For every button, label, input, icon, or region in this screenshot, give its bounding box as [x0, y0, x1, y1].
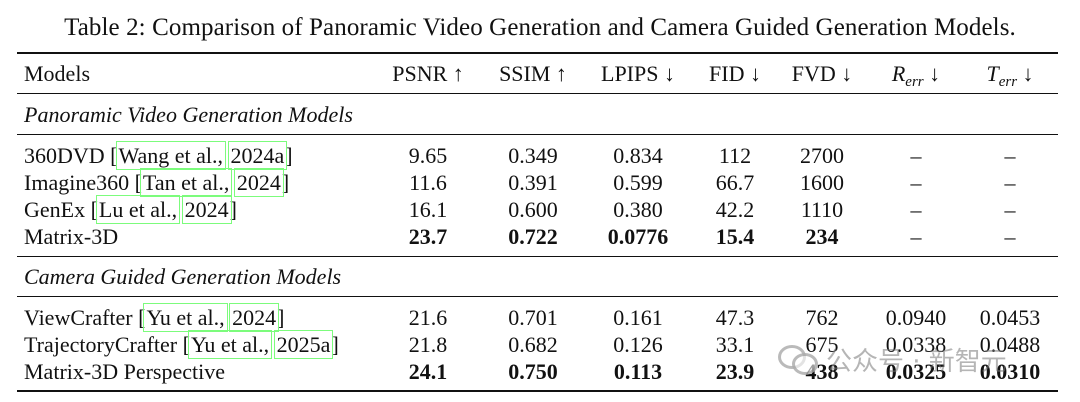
table-cell: 66.7: [715, 170, 755, 195]
table-cell: 11.6: [409, 170, 447, 195]
table-cell: 0.0940: [885, 305, 947, 330]
table-cell: 0.834: [613, 143, 663, 168]
row-name-imagine360: Imagine360 [Tan et al., 2024]: [24, 168, 290, 197]
citation-link[interactable]: 2024: [233, 168, 284, 197]
table-cell-best: 15.4: [715, 224, 755, 249]
row-name-matrix3d: Matrix-3D: [24, 224, 119, 249]
section-rule: [17, 256, 1058, 257]
table-cell: 0.682: [508, 332, 558, 357]
table-cell: 0.701: [508, 305, 558, 330]
table-cell: –: [1004, 143, 1016, 168]
table-cell: 9.65: [408, 143, 448, 168]
section-rule: [17, 296, 1058, 297]
table-cell-best: 0.722: [508, 224, 558, 249]
citation-link[interactable]: 2024: [229, 303, 280, 332]
table-caption: Table 2: Comparison of Panoramic Video G…: [64, 14, 1016, 41]
table-cell: 16.1: [408, 197, 448, 222]
table-cell: 0.391: [508, 170, 558, 195]
citation-link[interactable]: Yu et al.,: [187, 330, 273, 359]
header-fid: FID ↓: [709, 61, 761, 86]
table-cell-best: 0.0325: [885, 359, 947, 384]
table-cell-best: 0.0776: [607, 224, 669, 249]
citation-link[interactable]: Lu et al.,: [95, 195, 181, 224]
citation-link[interactable]: 2025a: [273, 330, 334, 359]
citation-link[interactable]: Yu et al.,: [143, 303, 228, 332]
table-cell: 0.380: [613, 197, 663, 222]
table-cell-best: 23.7: [408, 224, 448, 249]
table-cell: –: [1004, 197, 1016, 222]
table-cell: 21.8: [408, 332, 448, 357]
table-cell: 42.2: [715, 197, 755, 222]
table-cell: 47.3: [715, 305, 755, 330]
row-name-genex: GenEx [Lu et al., 2024]: [24, 195, 237, 224]
table-cell: 0.0338: [885, 332, 947, 357]
table-cell-best: 24.1: [408, 359, 448, 384]
table-cell: 0.349: [508, 143, 558, 168]
header-ssim: SSIM ↑: [499, 61, 567, 86]
header-terr: Terr ↓: [986, 61, 1034, 90]
table-cell: 21.6: [408, 305, 448, 330]
header-models: Models: [24, 61, 90, 86]
citation-link[interactable]: 2024a: [227, 141, 288, 170]
table-cell: 2700: [800, 143, 844, 168]
table-cell: 762: [805, 305, 839, 330]
table-cell-best: 234: [805, 224, 839, 249]
row-name-viewcrafter: ViewCrafter [Yu et al., 2024]: [24, 303, 285, 332]
table-cell: 675: [805, 332, 839, 357]
header-lpips: LPIPS ↓: [601, 61, 675, 86]
citation-link[interactable]: 2024: [181, 195, 232, 224]
section-title-panoramic: Panoramic Video Generation Models: [24, 102, 353, 127]
top-rule: [17, 52, 1058, 54]
watermark: 公众号 · 新智元: [778, 338, 1048, 380]
row-name-matrix3d-perspective: Matrix-3D Perspective: [24, 359, 225, 384]
table-cell: –: [1004, 224, 1016, 249]
table-cell: –: [1004, 170, 1016, 195]
table-cell: 0.600: [508, 197, 558, 222]
table-cell: –: [910, 197, 922, 222]
bottom-rule: [17, 390, 1058, 392]
wechat-icon: [778, 343, 818, 375]
table-cell: 33.1: [715, 332, 755, 357]
watermark-text: 公众号 · 新智元: [826, 346, 1007, 377]
table-cell: –: [910, 224, 922, 249]
table-cell: 0.0488: [979, 332, 1041, 357]
table-cell: 0.126: [613, 332, 663, 357]
citation-link[interactable]: Tan et al.,: [139, 168, 233, 197]
header-rerr: Rerr ↓: [891, 61, 941, 90]
row-name-360dvd: 360DVD [Wang et al., 2024a]: [24, 141, 293, 170]
citation-link[interactable]: Wang et al.,: [115, 141, 227, 170]
header-rule: [17, 93, 1058, 94]
table-cell: –: [910, 143, 922, 168]
row-name-trajectorycrafter: TrajectoryCrafter [Yu et al., 2025a]: [24, 330, 339, 359]
table-cell-best: 0.0310: [979, 359, 1041, 384]
table-cell: –: [910, 170, 922, 195]
header-psnr: PSNR ↑: [392, 61, 464, 86]
section-rule: [17, 134, 1058, 135]
table-cell: 0.161: [613, 305, 663, 330]
table-cell-best: 0.750: [508, 359, 558, 384]
section-title-camera-guided: Camera Guided Generation Models: [24, 264, 342, 289]
table-cell-best: 0.113: [613, 359, 663, 384]
table-cell: 1600: [800, 170, 844, 195]
header-fvd: FVD ↓: [791, 61, 853, 86]
table-cell: 0.0453: [979, 305, 1041, 330]
table-cell: 0.599: [613, 170, 663, 195]
table-cell-best: 23.9: [715, 359, 755, 384]
table-cell: 112: [718, 143, 752, 168]
table-cell: 1110: [800, 197, 844, 222]
